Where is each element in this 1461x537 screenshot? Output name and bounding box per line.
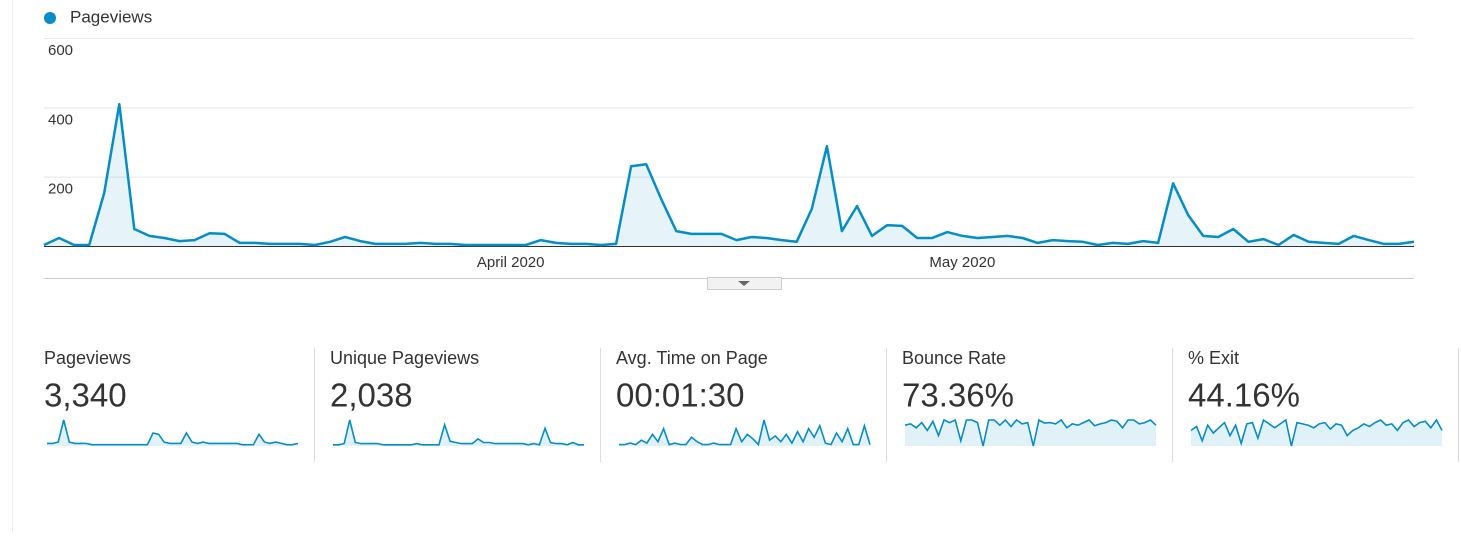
metric-label: % Exit bbox=[1188, 348, 1239, 368]
metric-value: 44.16% bbox=[1188, 377, 1300, 414]
metric-value: 3,340 bbox=[44, 377, 127, 414]
y-tick-label: 400 bbox=[48, 111, 73, 128]
x-tick-label: May 2020 bbox=[929, 254, 995, 271]
sparkline bbox=[333, 419, 584, 446]
metric-value: 73.36% bbox=[902, 377, 1014, 414]
metric-value: 00:01:30 bbox=[616, 377, 744, 414]
metric-label: Avg. Time on Page bbox=[616, 348, 768, 368]
metric-label: Bounce Rate bbox=[902, 348, 1006, 368]
line bbox=[43, 102, 1415, 247]
expand-arrow[interactable] bbox=[738, 281, 750, 286]
x-tick-label: April 2020 bbox=[477, 254, 545, 271]
metric-value: 2,038 bbox=[330, 377, 413, 414]
metric-label: Pageviews bbox=[44, 348, 131, 368]
sparkline bbox=[1190, 418, 1443, 447]
sparkline bbox=[904, 418, 1157, 447]
y-tick-label: 200 bbox=[48, 181, 73, 198]
sparkline bbox=[619, 419, 871, 447]
sparkline-area bbox=[905, 420, 1156, 446]
sparkline bbox=[47, 419, 299, 446]
legend-dot bbox=[44, 12, 56, 24]
y-tick-label: 600 bbox=[48, 42, 73, 59]
area bbox=[44, 104, 1414, 246]
sparkline-area bbox=[619, 420, 870, 446]
sparkline-area bbox=[47, 420, 298, 446]
metric-label: Unique Pageviews bbox=[330, 348, 479, 368]
legend-label: Pageviews bbox=[70, 7, 152, 26]
expand-button[interactable] bbox=[707, 277, 782, 290]
